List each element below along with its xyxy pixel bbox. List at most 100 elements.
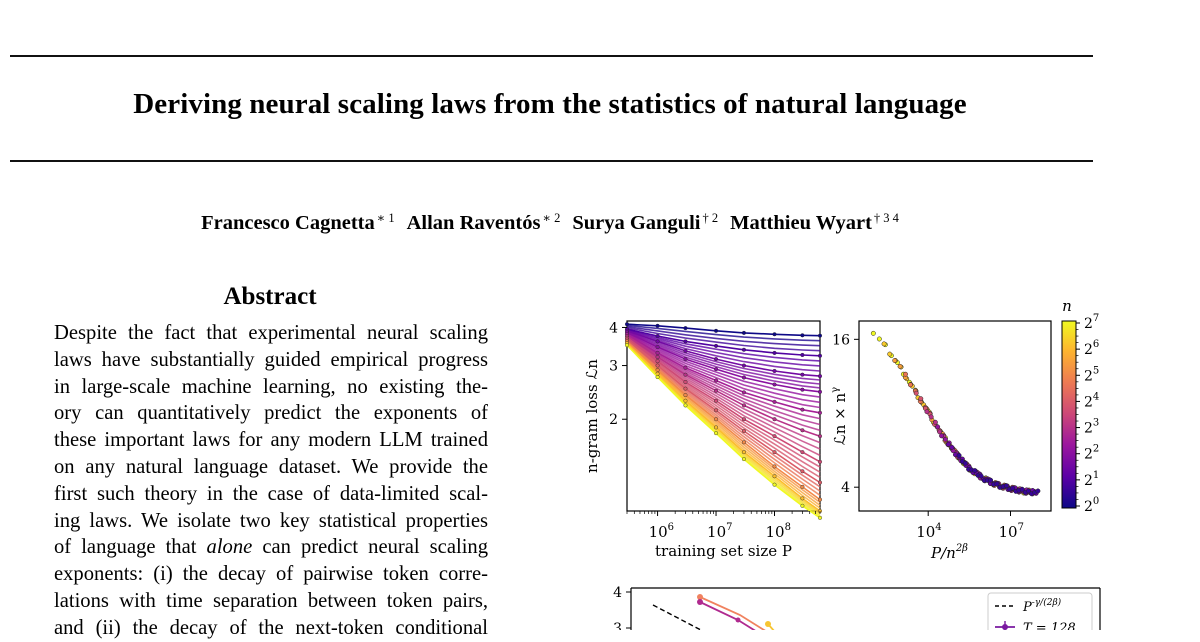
data-point xyxy=(697,594,703,600)
y-tick-label: 3 xyxy=(613,621,622,630)
data-point xyxy=(800,387,805,392)
series-line xyxy=(626,337,821,463)
legend-entry: T = 128 xyxy=(1023,621,1076,630)
series-line-interp xyxy=(626,333,821,409)
series-line-interp xyxy=(626,325,821,347)
data-point xyxy=(818,410,823,415)
data-point xyxy=(818,434,823,439)
x-tick-label: 107 xyxy=(998,522,1023,541)
legend-box xyxy=(987,592,1093,630)
data-point xyxy=(772,332,777,337)
data-point xyxy=(800,496,805,501)
data-point xyxy=(928,414,934,420)
legend: P-γ/(2β) T = 128 xyxy=(987,592,1093,630)
data-point xyxy=(655,350,660,355)
author: Francesco Cagnetta ∗ 1 xyxy=(201,211,395,234)
data-point xyxy=(918,396,924,402)
data-point xyxy=(870,330,876,336)
data-point xyxy=(818,480,823,485)
data-point xyxy=(683,386,688,391)
data-point xyxy=(625,343,630,348)
series-line-interp xyxy=(626,338,821,478)
data-point xyxy=(655,359,660,364)
x-tick-label: 106 xyxy=(649,522,674,541)
abstract-line: of language that alone can predict neura… xyxy=(54,534,488,561)
data-point xyxy=(714,367,719,372)
author: Matthieu Wyart † 3 4 xyxy=(730,211,899,234)
data-point xyxy=(972,468,978,474)
data-point xyxy=(818,353,823,358)
abstract-line: first such theory in the case of data-li… xyxy=(54,482,488,505)
series-line-interp xyxy=(626,331,821,389)
data-point xyxy=(800,450,805,455)
series-line-interp xyxy=(626,332,821,404)
data-point xyxy=(949,444,955,450)
abstract-line: laws have substantially guided empirical… xyxy=(54,348,488,371)
abstract-line: exponents: (i) the decay of pairwise tok… xyxy=(54,563,488,586)
data-point xyxy=(765,621,771,627)
data-point xyxy=(683,398,688,403)
data-point xyxy=(741,417,746,422)
series-line-interp xyxy=(626,334,821,420)
data-point xyxy=(683,348,688,353)
series-line xyxy=(626,328,821,357)
loss-vs-dataset-panel: 106 107 108 2 3 4 training set size P n-gram lo… xyxy=(583,320,823,560)
series-line-interp xyxy=(626,332,821,398)
data-point xyxy=(714,417,719,422)
series-line-interp xyxy=(626,340,821,496)
colorbar-tick-label: 27 xyxy=(1084,313,1099,332)
data-point xyxy=(818,497,823,502)
author: Surya Ganguli † 2 xyxy=(572,211,719,234)
abstract-text: of language that xyxy=(54,536,207,559)
data-point xyxy=(945,441,951,447)
author: Allan Raventós ∗ 2 xyxy=(406,211,561,234)
data-point xyxy=(892,358,898,363)
y-tick-label: 2 xyxy=(609,412,618,428)
author-list: Francesco Cagnetta ∗ 1 Allan Raventós ∗ 2 Su… xyxy=(0,210,1100,235)
data-point xyxy=(714,378,719,383)
data-point xyxy=(683,326,688,331)
data-point xyxy=(800,503,805,508)
paper-title: Deriving neural scaling laws from the st… xyxy=(133,88,967,120)
series-line-interp xyxy=(626,329,821,367)
data-point xyxy=(741,330,746,335)
author-affiliation-marks: † 2 xyxy=(702,211,719,225)
abstract-heading: Abstract xyxy=(223,283,317,310)
abstract-line: ing laws. We isolate two key statistical… xyxy=(54,509,488,532)
colorbar: n 20 21 22 23 24 25 26 27 xyxy=(1061,297,1099,515)
series-line xyxy=(626,340,821,501)
series-line-interp xyxy=(626,330,821,385)
data-point xyxy=(714,388,719,393)
author-name: Allan Raventós xyxy=(406,212,541,234)
series-line xyxy=(626,333,821,414)
abstract-line: on any natural language dataset. We prov… xyxy=(54,455,488,478)
y-axis-label: n-gram loss ℒn xyxy=(583,359,601,473)
data-point xyxy=(876,336,882,342)
plot-frame xyxy=(858,320,1052,512)
author-affiliation-marks: ∗ 2 xyxy=(542,211,561,225)
data-point xyxy=(714,328,719,333)
data-point xyxy=(714,431,719,436)
title-bottom-rule xyxy=(10,160,1093,162)
data-point xyxy=(655,345,660,350)
data-point xyxy=(772,399,777,404)
data-point xyxy=(772,474,777,479)
author-affiliation-marks: ∗ 1 xyxy=(376,211,395,225)
data-point xyxy=(897,363,903,369)
data-point xyxy=(683,379,688,384)
data-point xyxy=(939,433,944,439)
series-line-interp xyxy=(626,334,821,426)
series-line-interp xyxy=(626,327,821,352)
data-point xyxy=(655,334,660,339)
y-tick-label: 16 xyxy=(832,332,850,348)
author-name: Francesco Cagnetta xyxy=(201,212,375,234)
series-line-interp xyxy=(626,337,821,468)
series-line xyxy=(626,344,821,519)
data-point xyxy=(741,457,746,462)
series-line-interp xyxy=(626,330,821,381)
data-point xyxy=(655,323,660,328)
data-point xyxy=(683,393,688,398)
power-law-guide xyxy=(652,604,703,630)
data-point xyxy=(772,434,777,439)
series-line-interp xyxy=(626,338,821,473)
